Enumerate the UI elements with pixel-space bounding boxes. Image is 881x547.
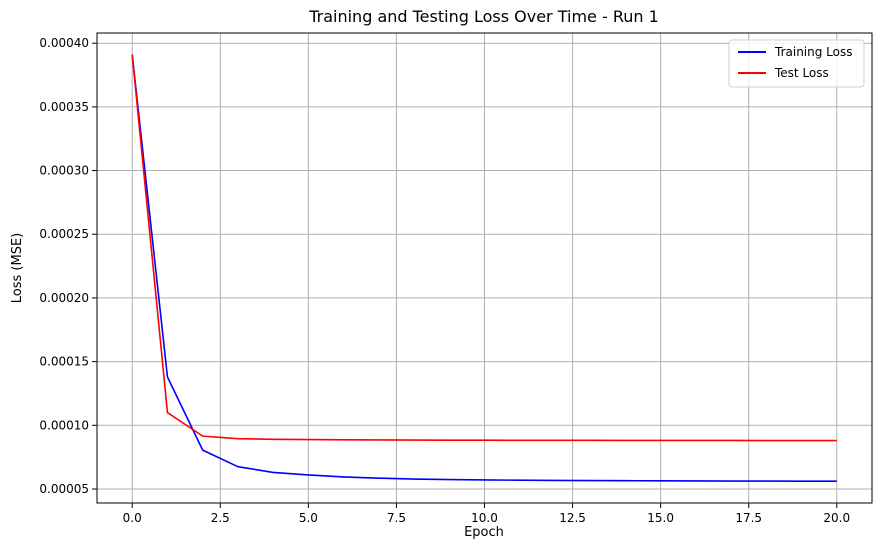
y-tick-label: 0.00030 — [39, 164, 89, 178]
x-axis-label: Epoch — [464, 525, 504, 540]
series-lines — [131, 54, 837, 483]
y-tick-label: 0.00015 — [39, 355, 89, 369]
y-tick-label: 0.00040 — [39, 36, 89, 50]
chart-title: Training and Testing Loss Over Time - Ru… — [308, 7, 659, 26]
x-tick-label: 12.5 — [559, 511, 586, 525]
y-axis-label: Loss (MSE) — [10, 233, 25, 303]
axis-ticks: 0.0 2.5 5.0 7.5 10.0 12.5 15.0 17.5 20.0 0.00005 0… — [39, 36, 850, 525]
x-tick-label: 0.0 — [123, 511, 142, 525]
legend: Training Loss Test Loss — [728, 39, 865, 88]
legend-label-training-loss: Training Loss — [774, 45, 852, 59]
x-tick-label: 15.0 — [647, 511, 674, 525]
x-tick-label: 7.5 — [387, 511, 406, 525]
x-tick-label: 2.5 — [211, 511, 230, 525]
y-tick-label: 0.00005 — [39, 482, 89, 496]
legend-label-test-loss: Test Loss — [774, 66, 829, 80]
x-tick-label: 20.0 — [823, 511, 850, 525]
y-tick-label: 0.00020 — [39, 291, 89, 305]
x-tick-label: 5.0 — [299, 511, 318, 525]
y-tick-label: 0.00035 — [39, 100, 89, 114]
plot-area-frame — [96, 32, 873, 504]
grid — [97, 33, 872, 503]
x-tick-label: 10.0 — [471, 511, 498, 525]
series-line-training-loss — [131, 54, 837, 483]
series-line-test-loss — [131, 54, 837, 442]
x-tick-label: 17.5 — [735, 511, 762, 525]
y-tick-label: 0.00025 — [39, 227, 89, 241]
y-tick-label: 0.00010 — [39, 418, 89, 432]
